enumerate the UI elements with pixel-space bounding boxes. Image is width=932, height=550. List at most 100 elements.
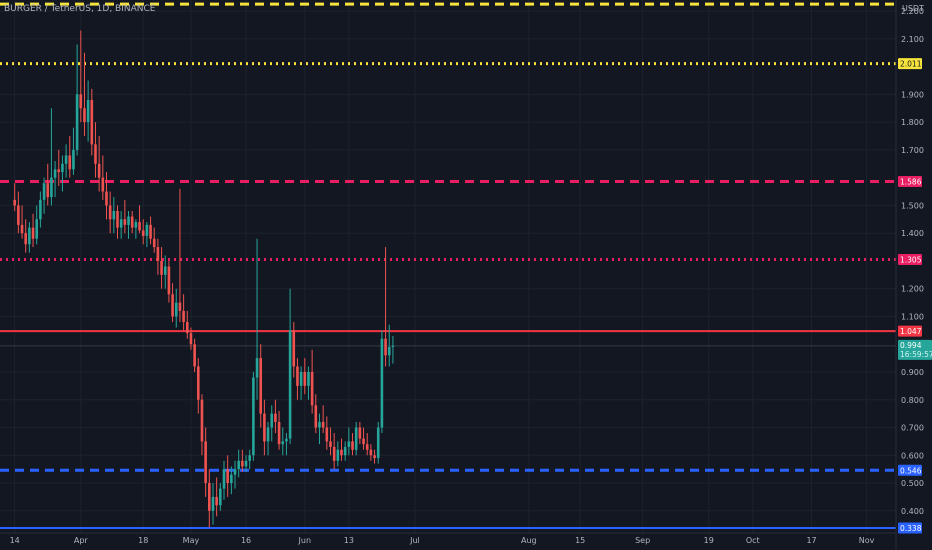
candle-body-13 bbox=[61, 163, 64, 173]
candle-body-6 bbox=[35, 219, 39, 239]
price-tick-label-11: 0.700 bbox=[901, 424, 924, 433]
candle-body-29 bbox=[119, 219, 123, 228]
candle-body-39 bbox=[156, 247, 160, 261]
candle-body-15 bbox=[68, 155, 72, 170]
candle-body-40 bbox=[160, 260, 163, 275]
candle-body-73 bbox=[281, 441, 285, 445]
level-badge-3-bg bbox=[898, 254, 922, 266]
candle-body-87 bbox=[332, 446, 336, 461]
candle-body-76 bbox=[292, 330, 296, 367]
candle-body-54 bbox=[211, 496, 215, 511]
candle-body-45 bbox=[178, 302, 182, 311]
candlestick-series bbox=[13, 30, 395, 528]
symbol-legend: BURGER / TetherUS, 1D, BINANCE bbox=[4, 4, 156, 14]
candle-body-78 bbox=[299, 371, 303, 386]
candle-body-57 bbox=[222, 469, 226, 489]
candle-body-43 bbox=[171, 294, 174, 317]
candle-body-58 bbox=[226, 469, 229, 484]
candle-body-50 bbox=[196, 366, 200, 400]
candle-body-81 bbox=[310, 371, 314, 406]
candle-body-75 bbox=[288, 330, 292, 439]
time-tick-label-3: May bbox=[183, 536, 200, 545]
candle-body-20 bbox=[86, 99, 90, 123]
candle-body-28 bbox=[116, 210, 119, 228]
candle-body-83 bbox=[318, 421, 321, 428]
candle-body-19 bbox=[83, 108, 86, 123]
time-axis[interactable]: 14 Apr 18 May 16 Jun 13 Jul Aug 15 Sep 19 Oct 17 Nov bbox=[0, 532, 896, 545]
candle-body-102 bbox=[387, 347, 391, 356]
candle-body-100 bbox=[380, 338, 384, 428]
candle-body-0 bbox=[13, 199, 16, 206]
candle-body-8 bbox=[42, 183, 46, 200]
price-tick-label-12: 0.600 bbox=[901, 451, 924, 460]
candle-body-32 bbox=[130, 216, 134, 228]
price-tick-label-13: 0.500 bbox=[901, 479, 924, 488]
candle-body-42 bbox=[167, 266, 171, 295]
candle-body-47 bbox=[185, 322, 189, 334]
candle-body-69 bbox=[266, 427, 270, 442]
candle-body-38 bbox=[152, 238, 156, 248]
time-tick-label-7: Jul bbox=[409, 536, 420, 545]
time-tick-label-2: 18 bbox=[138, 536, 148, 545]
candle-body-61 bbox=[237, 460, 240, 470]
candle-body-21 bbox=[90, 99, 94, 145]
candle-body-1 bbox=[17, 205, 20, 225]
time-tick-label-12: Oct bbox=[746, 536, 760, 545]
candle-body-93 bbox=[354, 427, 358, 450]
price-badges: 2.011 1.586 1.305 1.047 0.546 0.338 0.99416:59… bbox=[898, 58, 932, 534]
candle-body-99 bbox=[376, 427, 380, 459]
price-tick-label-1: 2.100 bbox=[901, 35, 924, 44]
price-tick-label-10: 0.800 bbox=[901, 396, 924, 405]
time-tick-label-5: Jun bbox=[298, 536, 312, 545]
price-tick-label-3: 1.800 bbox=[901, 118, 924, 127]
candle-body-82 bbox=[314, 405, 318, 428]
candle-body-46 bbox=[182, 310, 185, 323]
current-price-badge-bg bbox=[898, 339, 932, 360]
candle-body-80 bbox=[307, 371, 310, 386]
candle-body-97 bbox=[369, 449, 373, 456]
candle-body-37 bbox=[149, 224, 152, 239]
current-price-badge-label: 0.994 bbox=[900, 341, 922, 350]
candle-body-12 bbox=[57, 169, 61, 173]
candle-body-79 bbox=[303, 371, 307, 386]
candle-body-53 bbox=[208, 483, 211, 511]
price-tick-label-14: 0.400 bbox=[901, 507, 924, 516]
candle-body-90 bbox=[343, 446, 347, 456]
level-badge-4-bg bbox=[898, 325, 922, 337]
price-tick-label-2: 1.900 bbox=[901, 90, 924, 99]
candle-body-49 bbox=[193, 344, 196, 367]
candle-body-89 bbox=[340, 449, 343, 456]
candle-body-55 bbox=[215, 496, 218, 506]
price-tick-label-9: 0.900 bbox=[901, 368, 924, 377]
time-tick-label-10: Sep bbox=[635, 536, 650, 545]
time-tick-label-14: Nov bbox=[859, 536, 875, 545]
price-tick-label-8: 1.100 bbox=[901, 312, 924, 321]
candle-body-52 bbox=[204, 441, 207, 484]
level-badge-2-label: 1.586 bbox=[900, 178, 922, 187]
horizontal-levels bbox=[0, 2, 896, 530]
time-tick-label-8: Aug bbox=[521, 536, 537, 545]
candle-body-70 bbox=[270, 413, 274, 428]
candle-body-14 bbox=[64, 155, 68, 164]
candle-body-48 bbox=[189, 333, 193, 345]
time-tick-label-9: 15 bbox=[575, 536, 585, 545]
candle-body-2 bbox=[20, 224, 24, 234]
time-tick-label-0: 14 bbox=[10, 536, 20, 545]
candle-body-67 bbox=[259, 358, 263, 414]
price-tick-label-4: 1.700 bbox=[901, 146, 924, 155]
time-tick-label-6: 13 bbox=[344, 536, 354, 545]
candle-body-33 bbox=[134, 222, 138, 228]
candle-body-77 bbox=[296, 366, 299, 386]
candle-body-94 bbox=[358, 427, 362, 439]
candle-body-18 bbox=[79, 94, 83, 109]
level-badge-5-label: 0.546 bbox=[900, 466, 922, 475]
candle-body-60 bbox=[233, 469, 237, 475]
candle-body-41 bbox=[163, 266, 167, 275]
chart-grid bbox=[0, 0, 896, 533]
candle-body-25 bbox=[105, 191, 108, 206]
candle-body-101 bbox=[384, 338, 387, 356]
candle-body-17 bbox=[75, 94, 79, 150]
price-tick-label-0: 2.200 bbox=[901, 7, 924, 16]
